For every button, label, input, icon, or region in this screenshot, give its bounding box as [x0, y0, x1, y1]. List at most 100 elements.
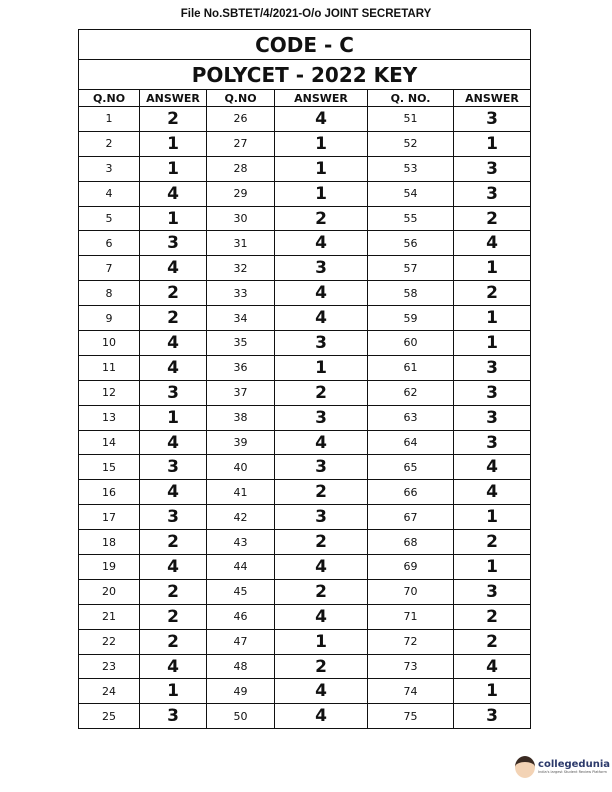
table-row: 11 4 36 1 61 3: [78, 354, 532, 381]
answer-cell: 4: [139, 354, 207, 381]
qno-column-header: Q.NO: [78, 89, 140, 107]
table-row: 5 1 30 2 55 2: [78, 205, 532, 232]
question-number-cell: 28: [206, 155, 275, 182]
answer-cell: 2: [139, 305, 207, 332]
brand-name: collegedunia: [538, 759, 610, 770]
question-number-cell: 9: [78, 305, 140, 332]
answer-cell: 1: [452, 678, 532, 705]
question-number-cell: 21: [78, 603, 140, 630]
mascot-icon: [515, 756, 536, 778]
question-number-cell: 60: [367, 330, 454, 356]
answer-cell: 1: [274, 628, 368, 655]
question-number-cell: 57: [367, 255, 454, 282]
question-number-cell: 69: [367, 554, 454, 580]
question-number-cell: 58: [367, 280, 454, 307]
answer-cell: 3: [139, 230, 207, 257]
question-number-cell: 70: [367, 578, 454, 605]
answer-cell: 2: [274, 479, 368, 506]
file-number-header: File No.SBTET/4/2021-O/o JOINT SECRETARY: [180, 8, 432, 20]
answer-cell: 4: [274, 106, 368, 132]
answer-cell: 3: [139, 454, 207, 481]
answer-column-header: ANSWER: [452, 89, 532, 107]
question-number-cell: 65: [367, 454, 454, 481]
answer-cell: 2: [139, 603, 207, 630]
answer-cell: 1: [139, 404, 207, 431]
question-number-cell: 33: [206, 280, 275, 307]
table-row: 6 3 31 4 56 4: [78, 230, 532, 257]
question-number-cell: 6: [78, 230, 140, 257]
answer-cell: 2: [139, 280, 207, 307]
question-number-cell: 43: [206, 529, 275, 556]
question-number-cell: 24: [78, 678, 140, 705]
table-row: 1 2 26 4 51 3: [78, 106, 532, 132]
qno-column-header: Q.NO: [206, 89, 275, 107]
answer-cell: 1: [274, 180, 368, 207]
question-number-cell: 35: [206, 330, 275, 356]
answer-cell: 1: [139, 205, 207, 232]
question-number-cell: 51: [367, 106, 454, 132]
question-number-cell: 72: [367, 628, 454, 655]
table-row: 4 4 29 1 54 3: [78, 180, 532, 207]
answer-cell: 2: [452, 205, 532, 232]
table-row: 12 3 37 2 62 3: [78, 379, 532, 406]
table-row: 20 2 45 2 70 3: [78, 578, 532, 605]
answer-cell: 4: [139, 330, 207, 356]
question-number-cell: 71: [367, 603, 454, 630]
answer-cell: 4: [274, 280, 368, 307]
question-number-cell: 64: [367, 429, 454, 456]
question-number-cell: 48: [206, 653, 275, 680]
question-number-cell: 53: [367, 155, 454, 182]
question-number-cell: 3: [78, 155, 140, 182]
question-number-cell: 54: [367, 180, 454, 207]
question-number-cell: 56: [367, 230, 454, 257]
answer-cell: 2: [452, 603, 532, 630]
question-number-cell: 20: [78, 578, 140, 605]
answer-cell: 2: [139, 628, 207, 655]
question-number-cell: 34: [206, 305, 275, 332]
answer-cell: 1: [274, 155, 368, 182]
answer-cell: 1: [274, 354, 368, 381]
question-number-cell: 49: [206, 678, 275, 705]
question-number-cell: 39: [206, 429, 275, 456]
answer-cell: 1: [452, 554, 532, 580]
answer-cell: 2: [274, 379, 368, 406]
table-row: 22 2 47 1 72 2: [78, 628, 532, 655]
question-number-cell: 52: [367, 130, 454, 157]
answer-key-table: CODE - C POLYCET - 2022 KEY Q.NO ANSWER Q.…: [77, 29, 532, 730]
table-row: 14 4 39 4 64 3: [78, 429, 532, 456]
question-number-cell: 1: [78, 106, 140, 132]
answer-column-header: ANSWER: [139, 89, 207, 107]
question-number-cell: 13: [78, 404, 140, 431]
answer-cell: 3: [139, 379, 207, 406]
answer-cell: 2: [274, 529, 368, 556]
question-number-cell: 45: [206, 578, 275, 605]
qno-column-header: Q. NO.: [367, 89, 454, 107]
question-number-cell: 8: [78, 280, 140, 307]
answer-cell: 1: [452, 330, 532, 356]
brand-tagline: India's largest Student Review Platform: [538, 770, 607, 774]
answer-cell: 3: [139, 504, 207, 531]
question-number-cell: 40: [206, 454, 275, 481]
answer-cell: 4: [274, 678, 368, 705]
question-number-cell: 74: [367, 678, 454, 705]
answer-cell: 2: [452, 280, 532, 307]
answer-cell: 3: [452, 155, 532, 182]
question-number-cell: 44: [206, 554, 275, 580]
key-title: POLYCET - 2022 KEY: [77, 59, 532, 90]
table-row: 13 1 38 3 63 3: [78, 404, 532, 431]
table-row: 2 1 27 1 52 1: [78, 130, 532, 157]
answer-cell: 2: [452, 529, 532, 556]
answer-cell: 4: [139, 479, 207, 506]
question-number-cell: 29: [206, 180, 275, 207]
answer-cell: 2: [452, 628, 532, 655]
answer-cell: 4: [139, 255, 207, 282]
question-number-cell: 62: [367, 379, 454, 406]
table-row: 8 2 33 4 58 2: [78, 280, 532, 307]
question-number-cell: 55: [367, 205, 454, 232]
answer-cell: 4: [139, 180, 207, 207]
answer-cell: 4: [139, 554, 207, 580]
question-number-cell: 14: [78, 429, 140, 456]
question-number-cell: 23: [78, 653, 140, 680]
answer-cell: 3: [452, 354, 532, 381]
question-number-cell: 11: [78, 354, 140, 381]
